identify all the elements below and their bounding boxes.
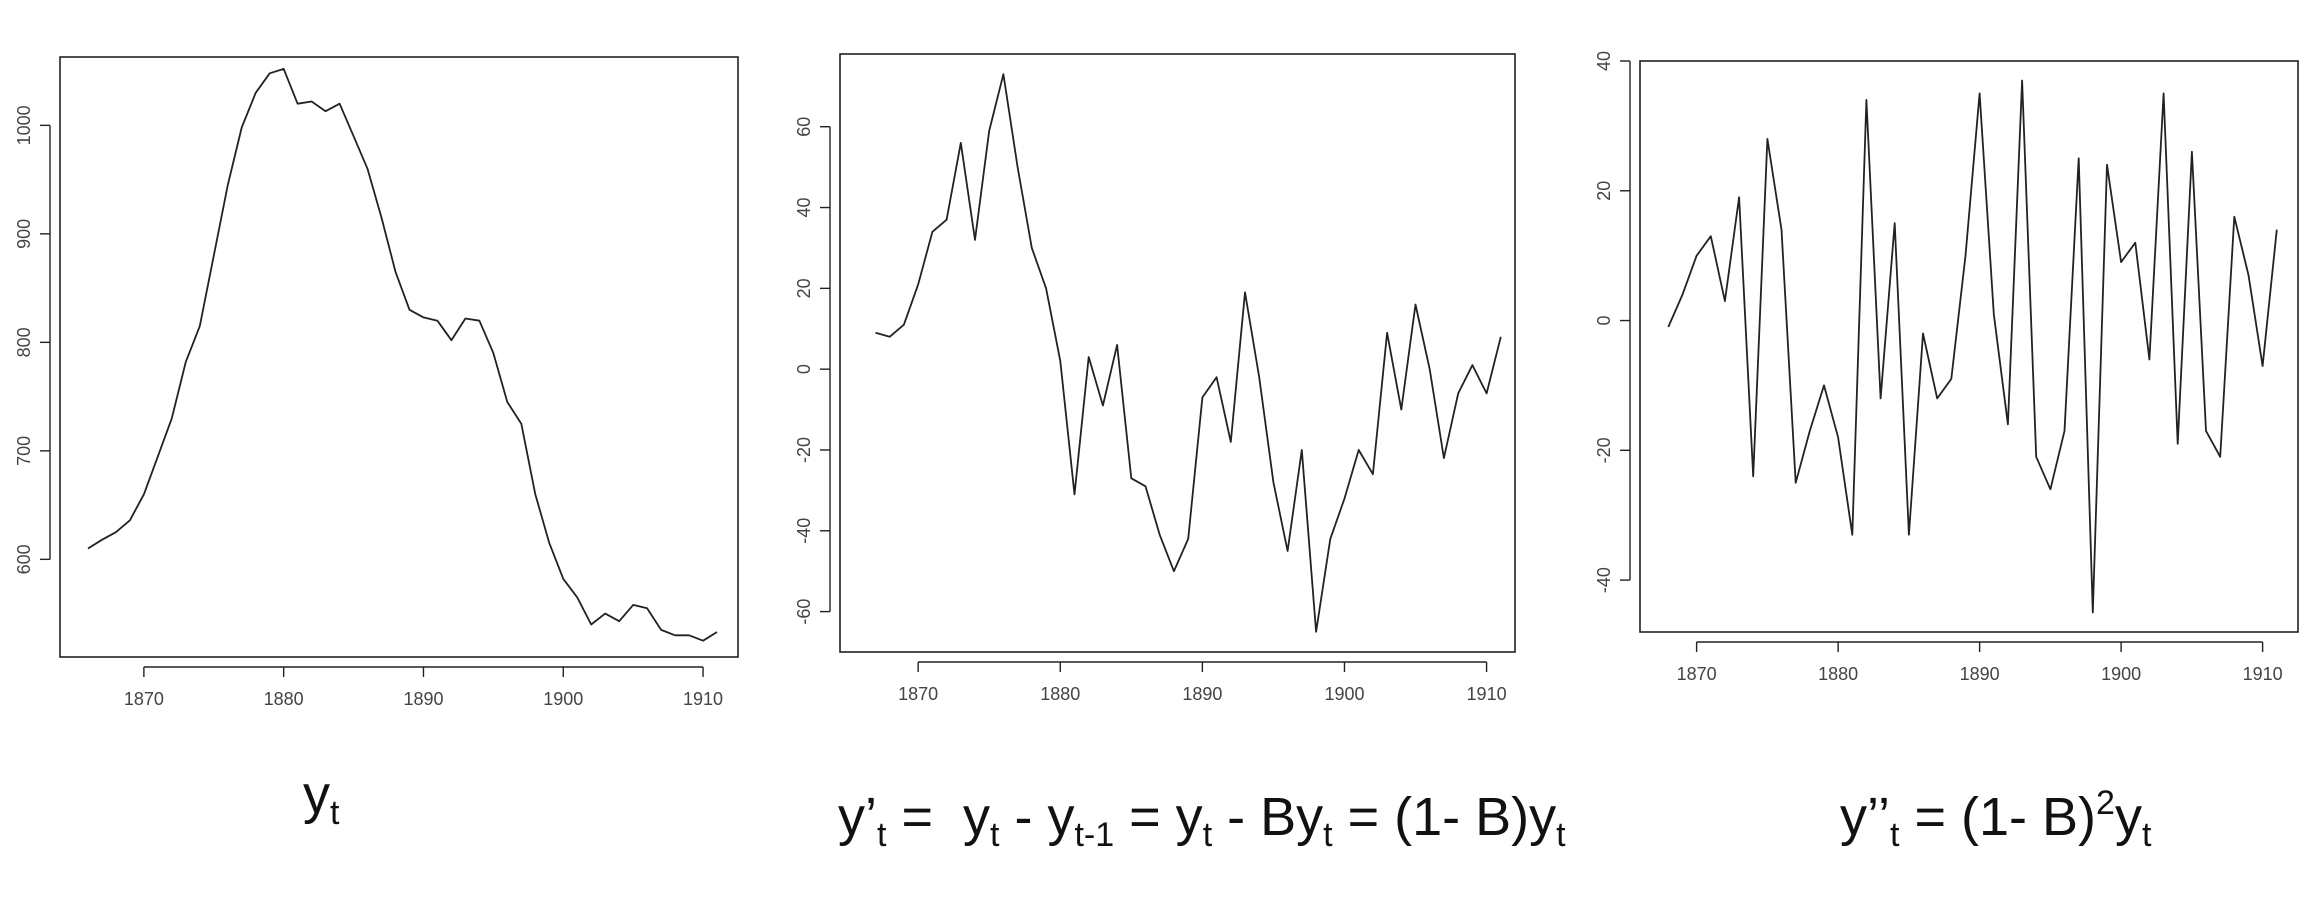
x-tick-label: 1870	[1677, 664, 1717, 684]
x-tick-label: 1900	[1324, 684, 1364, 704]
x-tick-label: 1890	[1182, 684, 1222, 704]
plot-frame	[1639, 60, 2299, 633]
x-tick-label: 1900	[543, 689, 583, 709]
y-tick-label: -20	[794, 437, 814, 463]
y-tick-label: 800	[14, 327, 34, 357]
caption-second-difference: y’’t = (1- B)2yt	[1840, 783, 2152, 854]
x-tick-label: 1880	[1040, 684, 1080, 704]
x-tick-label: 1900	[2101, 664, 2141, 684]
series-line	[875, 73, 1502, 633]
y-tick-label: 60	[794, 117, 814, 137]
y-tick-label: 0	[1594, 316, 1614, 326]
caption-yt: yt	[303, 765, 340, 832]
x-tick-label: 1880	[264, 689, 304, 709]
y-tick-label: -20	[1594, 437, 1614, 463]
x-tick-label: 1890	[1960, 664, 2000, 684]
panel-second-difference: 1870 1880 1890 1900 1910 -40 -20 0 20 40	[1594, 51, 2299, 684]
y-tick-label: -40	[1594, 567, 1614, 593]
y-tick-label: 20	[794, 278, 814, 298]
x-tick-label: 1870	[898, 684, 938, 704]
series-line	[87, 68, 718, 642]
plot-frame	[839, 53, 1516, 653]
caption-first-difference: y’t = yt - yt-1 = yt - Byt = (1- B)yt	[838, 787, 1566, 854]
panel-yt: 1870 1880 1890 1900 1910 600 700 800 900 1000	[14, 56, 739, 709]
y-tick-label: -60	[794, 599, 814, 625]
y-tick-label: 600	[14, 544, 34, 574]
x-tick-label: 1910	[1467, 684, 1507, 704]
y-tick-label: 40	[1594, 51, 1614, 71]
x-tick-label: 1870	[124, 689, 164, 709]
x-tick-label: 1890	[403, 689, 443, 709]
y-tick-label: 900	[14, 219, 34, 249]
y-tick-label: 1000	[14, 105, 34, 145]
x-tick-label: 1910	[683, 689, 723, 709]
series-line	[1667, 79, 2278, 614]
y-tick-label: 40	[794, 198, 814, 218]
y-tick-label: 0	[794, 364, 814, 374]
plot-frame	[59, 56, 739, 658]
x-tick-label: 1910	[2243, 664, 2283, 684]
y-tick-label: 20	[1594, 181, 1614, 201]
y-tick-label: -40	[794, 518, 814, 544]
x-tick-label: 1880	[1818, 664, 1858, 684]
y-tick-label: 700	[14, 436, 34, 466]
panel-first-difference: 1870 1880 1890 1900 1910 -60 -40 -20 0 20 40 60	[794, 53, 1516, 704]
